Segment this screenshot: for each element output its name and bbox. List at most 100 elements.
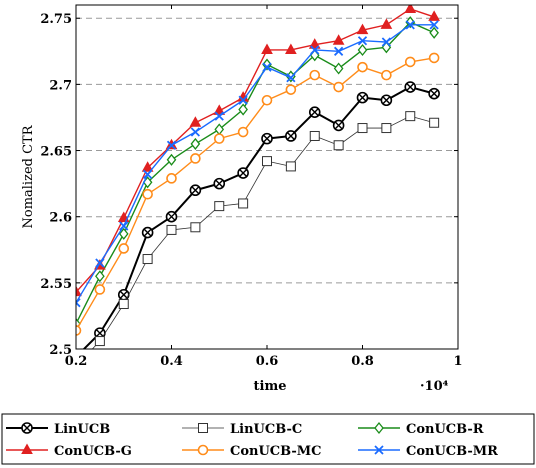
data-point-conucb-mc	[237, 126, 249, 138]
data-point-conucb-mc	[190, 153, 201, 164]
y-axis-label: Nomalized CTR	[21, 124, 36, 228]
data-point-linucb	[356, 91, 369, 104]
data-point-conucb-g	[189, 116, 202, 127]
data-point-conucb-mr	[95, 258, 105, 268]
data-point-conucb-mr	[429, 20, 439, 30]
legend-marker	[374, 421, 384, 435]
y-tick-label: 2.5	[49, 343, 72, 358]
plot-frame	[75, 4, 459, 350]
data-point-conucb-g	[380, 18, 393, 29]
data-point-conucb-mc	[381, 69, 392, 81]
legend-label: ConUCB-MR	[406, 444, 498, 459]
data-point-conucb-mc	[309, 69, 321, 81]
data-point-conucb-r	[333, 62, 344, 75]
data-point-conucb-mr	[119, 221, 129, 231]
legend-item-linucb-c: LinUCB-C	[182, 422, 302, 437]
data-point-linucb-c	[166, 224, 177, 235]
data-point-linucb	[261, 132, 273, 145]
data-point-conucb-mr	[405, 20, 415, 30]
data-point-linucb	[332, 119, 345, 132]
legend-label: ConUCB-G	[54, 444, 132, 459]
data-point-conucb-g	[285, 43, 297, 54]
data-point-conucb-r	[95, 270, 105, 283]
data-point-conucb-mr	[166, 140, 177, 150]
data-point-conucb-r	[429, 26, 439, 39]
series-conucb-r	[76, 16, 439, 330]
series-line-conucb-r	[76, 21, 435, 325]
data-point-linucb-c	[357, 123, 368, 134]
y-tick-label: 2.65	[40, 145, 72, 160]
legend-marker	[21, 422, 33, 434]
data-point-conucb-r	[238, 103, 248, 116]
data-point-conucb-mr	[286, 73, 296, 83]
data-point-conucb-mc	[261, 94, 273, 106]
data-point-linucb	[189, 184, 202, 197]
legend-item-linucb: LinUCB	[6, 422, 110, 437]
data-point-conucb-mr	[238, 95, 248, 105]
data-point-conucb-mc	[142, 188, 153, 200]
data-point-linucb-c	[190, 222, 201, 233]
data-point-conucb-r	[118, 227, 129, 240]
legend-item-conucb-mc: ConUCB-MC	[182, 444, 322, 459]
data-point-conucb-r	[166, 153, 177, 166]
data-point-conucb-mc	[118, 243, 130, 254]
y-tick-label: 2.75	[40, 12, 72, 27]
data-point-conucb-g	[356, 23, 369, 35]
data-point-linucb-c	[142, 254, 153, 265]
data-point-conucb-r	[190, 137, 201, 150]
series-linucb	[82, 81, 440, 349]
legend-label: ConUCB-MC	[230, 444, 322, 459]
data-point-linucb	[428, 87, 440, 100]
data-point-linucb	[117, 288, 130, 301]
data-point-linucb-c	[238, 198, 249, 209]
data-point-linucb-c	[262, 156, 272, 167]
legend-item-conucb-mr: ConUCB-MR	[358, 444, 498, 459]
data-point-linucb	[308, 106, 321, 118]
data-point-linucb	[380, 94, 393, 107]
data-point-conucb-g	[213, 104, 226, 115]
data-point-conucb-mr	[381, 37, 392, 47]
legend-label: LinUCB-C	[230, 422, 302, 437]
x-tick-label: 0.6	[256, 354, 279, 369]
data-point-conucb-mc	[333, 81, 344, 93]
data-point-linucb	[237, 167, 249, 179]
data-point-conucb-mc	[285, 84, 297, 95]
data-point-conucb-mr	[76, 298, 81, 308]
y-tick-label: 2.55	[40, 277, 72, 292]
x-tick-label: 0.4	[160, 354, 183, 369]
series-line-conucb-mc	[76, 57, 435, 331]
x-axis-multiplier: ·10⁴	[420, 379, 449, 394]
data-point-conucb-r	[214, 123, 225, 136]
data-point-conucb-mc	[357, 61, 368, 73]
plot-frame-border	[75, 4, 459, 350]
data-point-conucb-mc	[94, 284, 106, 295]
legend-item-conucb-g: ConUCB-G	[6, 443, 132, 459]
data-point-linucb-c	[429, 117, 440, 128]
data-point-linucb-c	[118, 299, 129, 310]
x-axis-label: time	[254, 379, 287, 394]
legend: LinUCB LinUCB-C ConUCB-R ConUCB-G ConUCB-MC C…	[1, 413, 535, 465]
data-point-linucb	[165, 210, 178, 223]
data-point-conucb-mc	[428, 52, 440, 64]
data-point-conucb-mr	[262, 62, 272, 72]
y-tick-label: 2.7	[49, 78, 72, 93]
data-point-linucb	[141, 226, 154, 239]
series-linucb-c	[91, 111, 440, 349]
data-point-conucb-g	[261, 43, 273, 54]
series-line-linucb	[82, 86, 435, 349]
series-line-linucb-c	[91, 115, 435, 349]
data-point-conucb-mc	[166, 173, 177, 184]
data-point-conucb-mr	[190, 127, 201, 137]
data-point-conucb-r	[357, 43, 368, 57]
x-tick-label: 0.2	[65, 354, 88, 369]
data-point-conucb-g	[332, 34, 345, 45]
legend-label: ConUCB-R	[406, 422, 484, 437]
legend-box	[1, 413, 535, 465]
data-point-conucb-g	[428, 10, 440, 21]
series-conucb-mc	[76, 52, 440, 336]
data-point-linucb-c	[214, 201, 225, 212]
series-line-conucb-mr	[76, 24, 435, 304]
legend-label: LinUCB	[54, 422, 110, 437]
x-tick-label: 0.8	[351, 354, 374, 369]
data-point-conucb-mr	[333, 46, 344, 56]
